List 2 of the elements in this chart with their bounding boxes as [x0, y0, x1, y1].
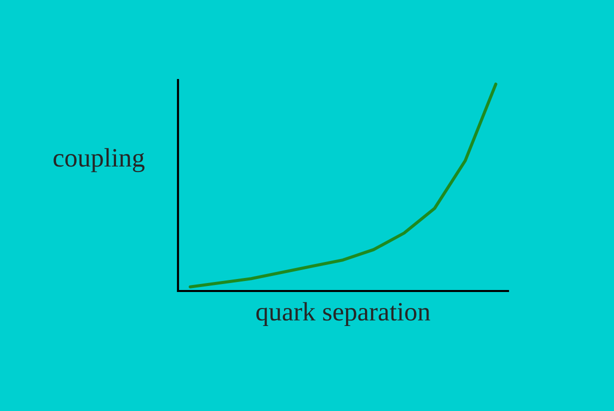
x-axis-title: quark separation	[256, 302, 430, 326]
y-axis-title: coupling	[54, 148, 144, 172]
